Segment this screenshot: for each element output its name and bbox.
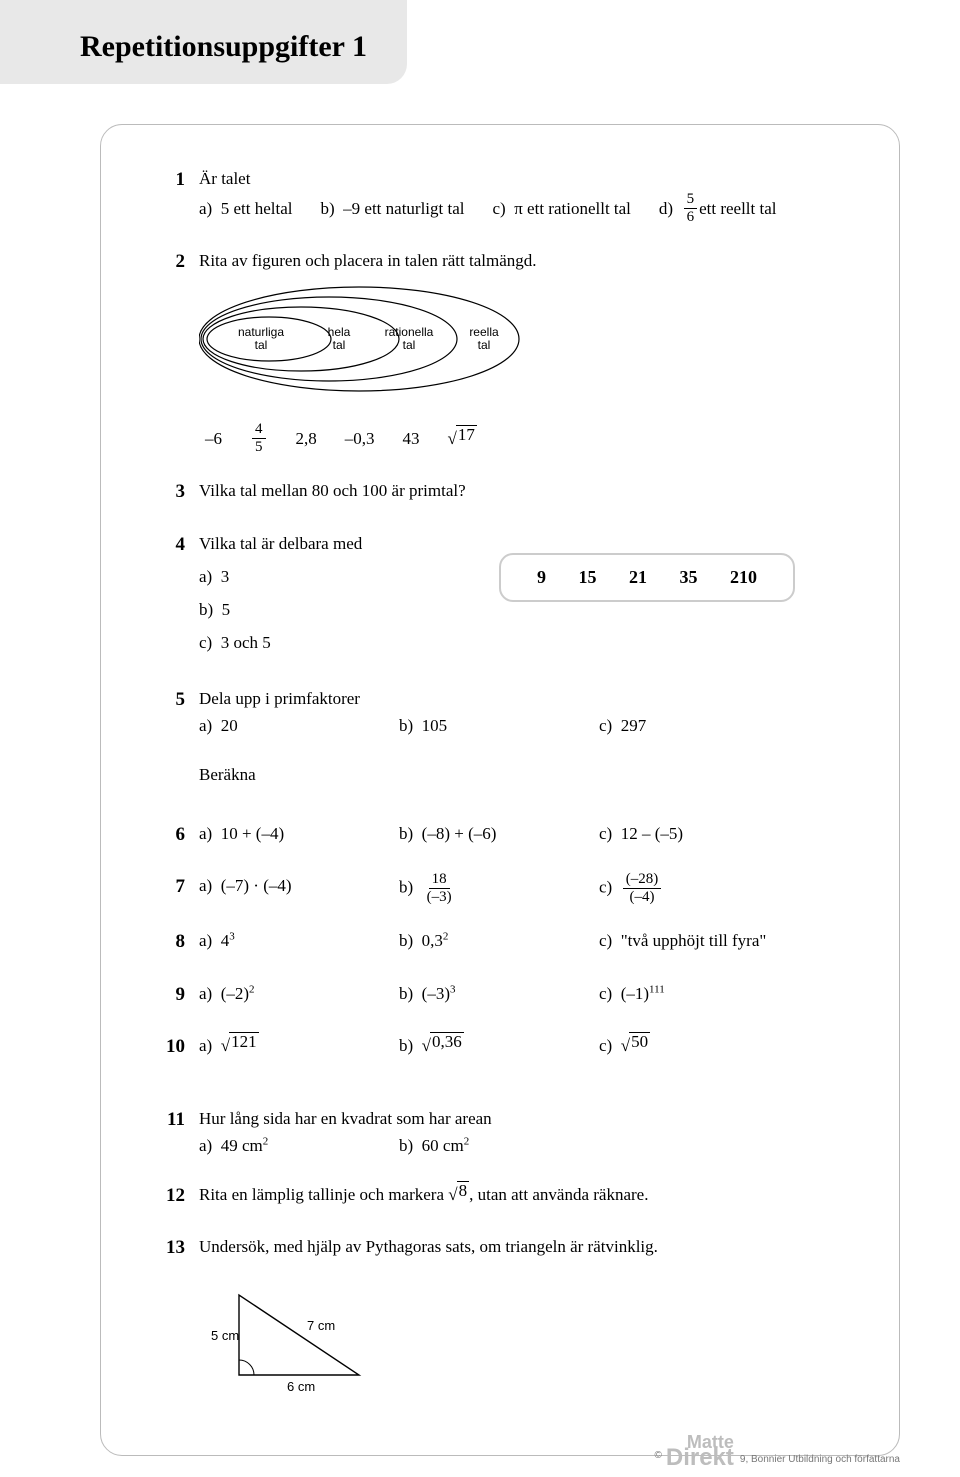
q9-b: b) (–3)3 [399,980,599,1007]
q10-b: b) √0,36 [399,1032,599,1059]
svg-text:tal: tal [403,338,416,352]
venn-diagram: naturliga tal hela tal rationella tal re… [199,284,539,404]
qnum: 6 [141,820,199,850]
qnum: 13 [141,1233,199,1263]
question-5: 5 Dela upp i primfaktorer a) 20 b) 105 c… [141,685,859,739]
q1-a: a) 5 ett heltal [199,192,292,225]
q6-b: b) (–8) + (–6) [399,820,599,847]
qnum: 5 [141,685,199,715]
qnum: 3 [141,477,199,507]
q8-a: a) 43 [199,927,399,954]
q10-a: a) √121 [199,1032,399,1059]
q9-a: a) (–2)2 [199,980,399,1007]
q6-a: a) 10 + (–4) [199,820,399,847]
triangle-figure: 5 cm 6 cm 7 cm [199,1275,859,1403]
qnum: 9 [141,980,199,1010]
q11-b: b) 60 cm2 [399,1132,599,1159]
q8-b: b) 0,32 [399,927,599,954]
svg-text:5 cm: 5 cm [211,1328,239,1343]
qnum: 11 [141,1105,199,1135]
q7-a: a) (–7) · (–4) [199,872,399,905]
q11-a: a) 49 cm2 [199,1132,399,1159]
svg-text:naturliga: naturliga [238,325,284,339]
q1-b: b) –9 ett naturligt tal [320,192,464,225]
question-1: 1 Är talet a) 5 ett heltal b) –9 ett nat… [141,165,859,225]
svg-text:tal: tal [478,338,491,352]
logo: Matte Direkt [666,1435,734,1467]
number-box: 9 15 21 35 210 [499,553,795,602]
svg-text:reella: reella [469,325,499,339]
q8-c: c) "två upphöjt till fyra" [599,927,799,954]
q4-c: c) 3 och 5 [199,629,379,656]
qnum: 4 [141,530,199,560]
qnum: 8 [141,927,199,957]
question-2: 2 Rita av figuren och placera in talen r… [141,247,859,455]
q11-prompt: Hur lång sida har en kvadrat som har are… [199,1105,859,1132]
q2-prompt: Rita av figuren och placera in talen rät… [199,247,859,274]
q1-c: c) π ett rationellt tal [493,192,631,225]
question-11: 11 Hur lång sida har en kvadrat som har … [141,1105,859,1159]
question-10: 10 a) √121 b) √0,36 c) √50 [141,1032,859,1062]
qnum: 7 [141,872,199,902]
question-12: 12 Rita en lämplig tallinje och markera … [141,1181,859,1211]
q10-c: c) √50 [599,1032,799,1059]
page-header: Repetitionsuppgifter 1 [0,0,407,84]
svg-text:6 cm: 6 cm [287,1379,315,1394]
svg-text:7 cm: 7 cm [307,1318,335,1333]
qnum: 1 [141,165,199,195]
question-8: 8 a) 43 b) 0,32 c) "två upphöjt till fyr… [141,927,859,957]
question-13: 13 Undersök, med hjälp av Pythagoras sat… [141,1233,859,1402]
q7-c: c) (–28)(–4) [599,872,799,905]
question-3: 3 Vilka tal mellan 80 och 100 är primtal… [141,477,859,507]
page-title: Repetitionsuppgifter 1 [80,30,367,64]
q2-numbers: –6 45 2,8 –0,3 43 √17 [205,422,859,455]
qnum: 2 [141,247,199,277]
svg-text:rationella: rationella [385,325,434,339]
q6-c: c) 12 – (–5) [599,820,799,847]
qnum: 10 [141,1032,199,1062]
q5-a: a) 20 [199,712,399,739]
qnum: 12 [141,1181,199,1211]
question-6: 6 a) 10 + (–4) b) (–8) + (–6) c) 12 – (–… [141,820,859,850]
q7-b: b) 18(–3) [399,872,599,905]
exercise-frame: 1 Är talet a) 5 ett heltal b) –9 ett nat… [100,124,900,1456]
q5-b: b) 105 [399,712,599,739]
sqrt-17: √17 [448,425,477,452]
q1-d: d) 56 ett reellt tal [659,192,777,225]
question-9: 9 a) (–2)2 b) (–3)3 c) (–1)111 [141,980,859,1010]
section-berakna: Beräkna [141,761,859,798]
q4-a: a) 3 [199,563,379,590]
svg-text:tal: tal [333,338,346,352]
q4-b: b) 5 [199,596,379,623]
q5-prompt: Dela upp i primfaktorer [199,685,859,712]
q9-c: c) (–1)111 [599,980,799,1007]
question-4: 4 Vilka tal är delbara med a) 3 b) 5 c) … [141,530,859,663]
svg-text:tal: tal [255,338,268,352]
q5-c: c) 297 [599,712,799,739]
question-7: 7 a) (–7) · (–4) b) 18(–3) c) (–28)(–4) [141,872,859,905]
svg-text:hela: hela [328,325,351,339]
page-footer: © Matte Direkt 9, Bonnier Utbildning och… [654,1435,900,1467]
q1-prompt: Är talet [199,165,859,192]
